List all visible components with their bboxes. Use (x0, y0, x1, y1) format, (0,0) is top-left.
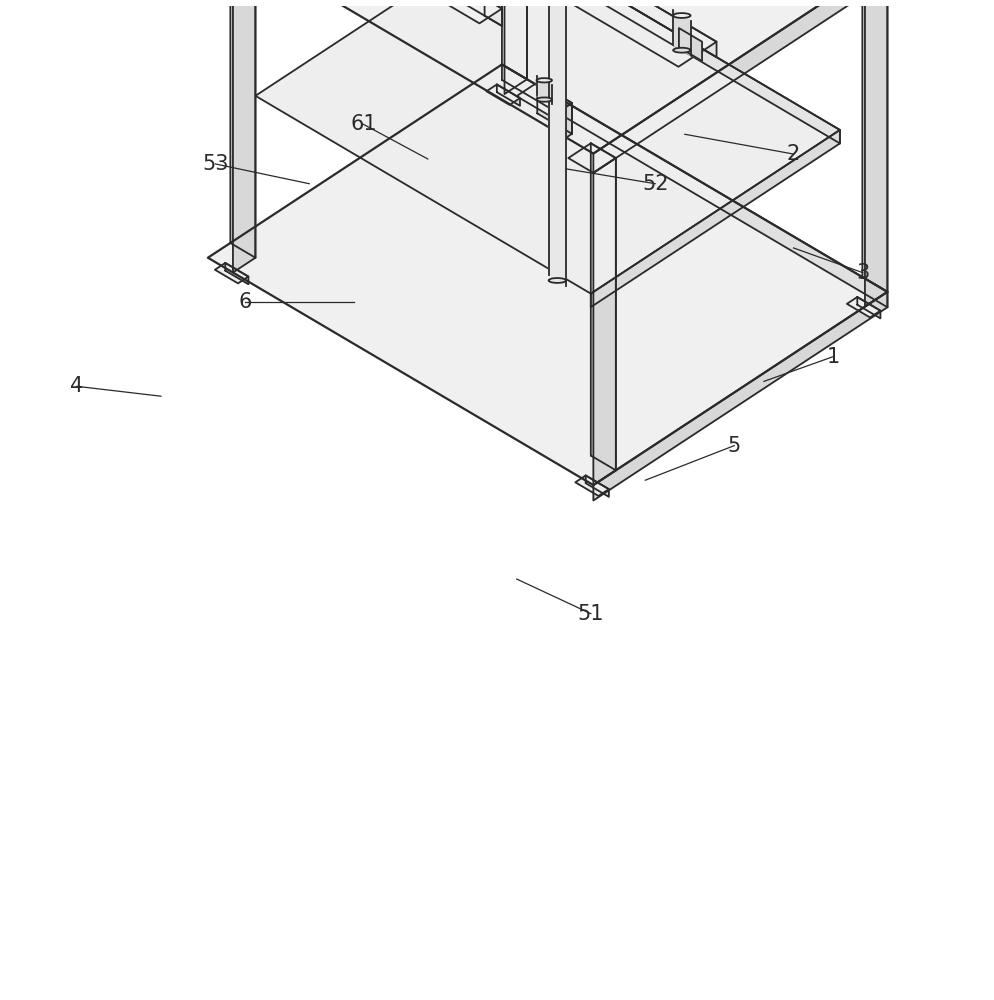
Ellipse shape (673, 13, 691, 18)
Text: 53: 53 (202, 154, 229, 174)
Polygon shape (255, 0, 840, 294)
Polygon shape (502, 0, 527, 79)
Polygon shape (497, 84, 520, 106)
Polygon shape (593, 0, 888, 173)
Polygon shape (231, 0, 255, 258)
Text: 5: 5 (728, 436, 741, 456)
Text: 61: 61 (350, 114, 377, 134)
Polygon shape (486, 84, 520, 105)
Polygon shape (466, 0, 717, 67)
Polygon shape (569, 143, 616, 173)
Text: 51: 51 (578, 604, 604, 624)
Polygon shape (505, 0, 527, 94)
Polygon shape (233, 0, 255, 273)
Text: 1: 1 (826, 347, 840, 367)
Polygon shape (485, 0, 502, 26)
Polygon shape (593, 158, 616, 485)
Polygon shape (590, 130, 840, 307)
Polygon shape (226, 263, 248, 284)
Polygon shape (865, 0, 888, 307)
Polygon shape (863, 0, 888, 292)
Polygon shape (505, 0, 840, 143)
Text: 2: 2 (787, 144, 800, 164)
Polygon shape (673, 10, 691, 55)
Polygon shape (537, 76, 552, 104)
Polygon shape (505, 0, 717, 57)
Ellipse shape (673, 48, 691, 53)
Text: 3: 3 (856, 263, 870, 283)
Polygon shape (576, 475, 609, 496)
Ellipse shape (537, 78, 552, 82)
Polygon shape (383, 0, 502, 26)
Text: 6: 6 (239, 292, 251, 312)
Ellipse shape (537, 97, 552, 102)
Polygon shape (517, 83, 572, 117)
Polygon shape (208, 0, 888, 154)
Polygon shape (502, 64, 888, 307)
Polygon shape (549, 0, 566, 286)
Polygon shape (538, 83, 572, 134)
Polygon shape (208, 64, 888, 485)
Polygon shape (857, 297, 881, 318)
Polygon shape (593, 292, 888, 500)
Polygon shape (360, 0, 502, 23)
Polygon shape (552, 103, 572, 147)
Text: 4: 4 (71, 376, 83, 396)
Polygon shape (679, 28, 702, 61)
Ellipse shape (549, 278, 566, 283)
Text: 52: 52 (642, 174, 668, 194)
Polygon shape (585, 475, 609, 497)
Polygon shape (847, 297, 881, 317)
Polygon shape (215, 263, 248, 283)
Polygon shape (590, 143, 616, 470)
